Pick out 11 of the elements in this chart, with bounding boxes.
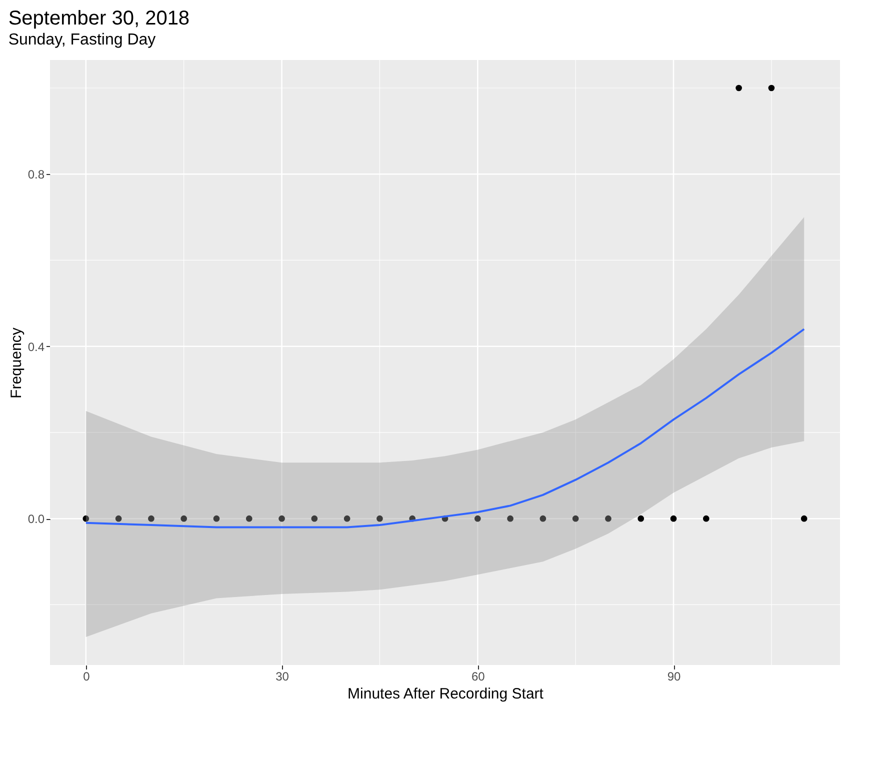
x-axis-title: Minutes After Recording Start	[348, 686, 544, 702]
x-tick-label: 60	[471, 670, 486, 684]
x-tick-label: 0	[83, 670, 90, 684]
chart-title: September 30, 2018	[8, 7, 190, 30]
y-tick-label: 0.4	[28, 340, 45, 354]
chart-subtitle: Sunday, Fasting Day	[8, 31, 156, 48]
y-tick-label: 0.0	[28, 512, 45, 526]
y-tick-label: 0.8	[28, 168, 45, 182]
x-tick-label: 90	[667, 670, 682, 684]
y-axis-title: Frequency	[8, 327, 25, 398]
x-tick-label: 30	[276, 670, 290, 684]
